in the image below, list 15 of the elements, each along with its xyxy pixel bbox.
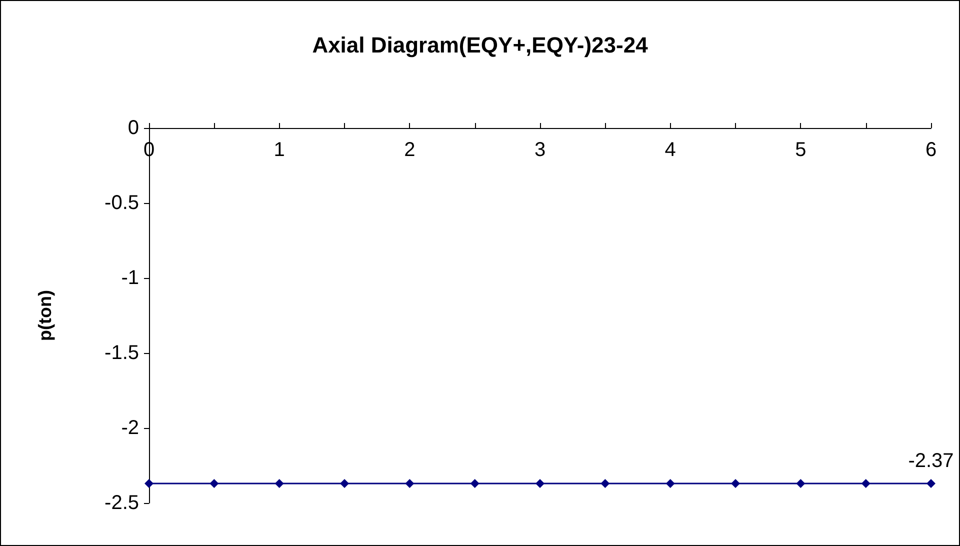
x-tick-label: 6	[925, 139, 937, 161]
y-tick-label: -2.5	[104, 492, 139, 514]
y-tick-label: -1	[121, 267, 139, 289]
y-tick-label: -0.5	[104, 192, 139, 214]
data-label: -2.37	[908, 450, 954, 472]
y-tick-label: -2	[121, 417, 139, 439]
y-axis-title: p(ton)	[35, 290, 55, 341]
y-tick-label: 0	[128, 117, 139, 139]
x-tick-label: 1	[274, 139, 285, 161]
x-tick-label: 3	[534, 139, 546, 161]
x-tick-label: 4	[664, 139, 676, 161]
x-tick-label: 2	[404, 139, 416, 161]
chart-title: Axial Diagram(EQY+,EQY-)23-24	[312, 32, 649, 58]
y-tick-label: -1.5	[104, 342, 139, 364]
x-tick-label: 5	[795, 139, 806, 161]
